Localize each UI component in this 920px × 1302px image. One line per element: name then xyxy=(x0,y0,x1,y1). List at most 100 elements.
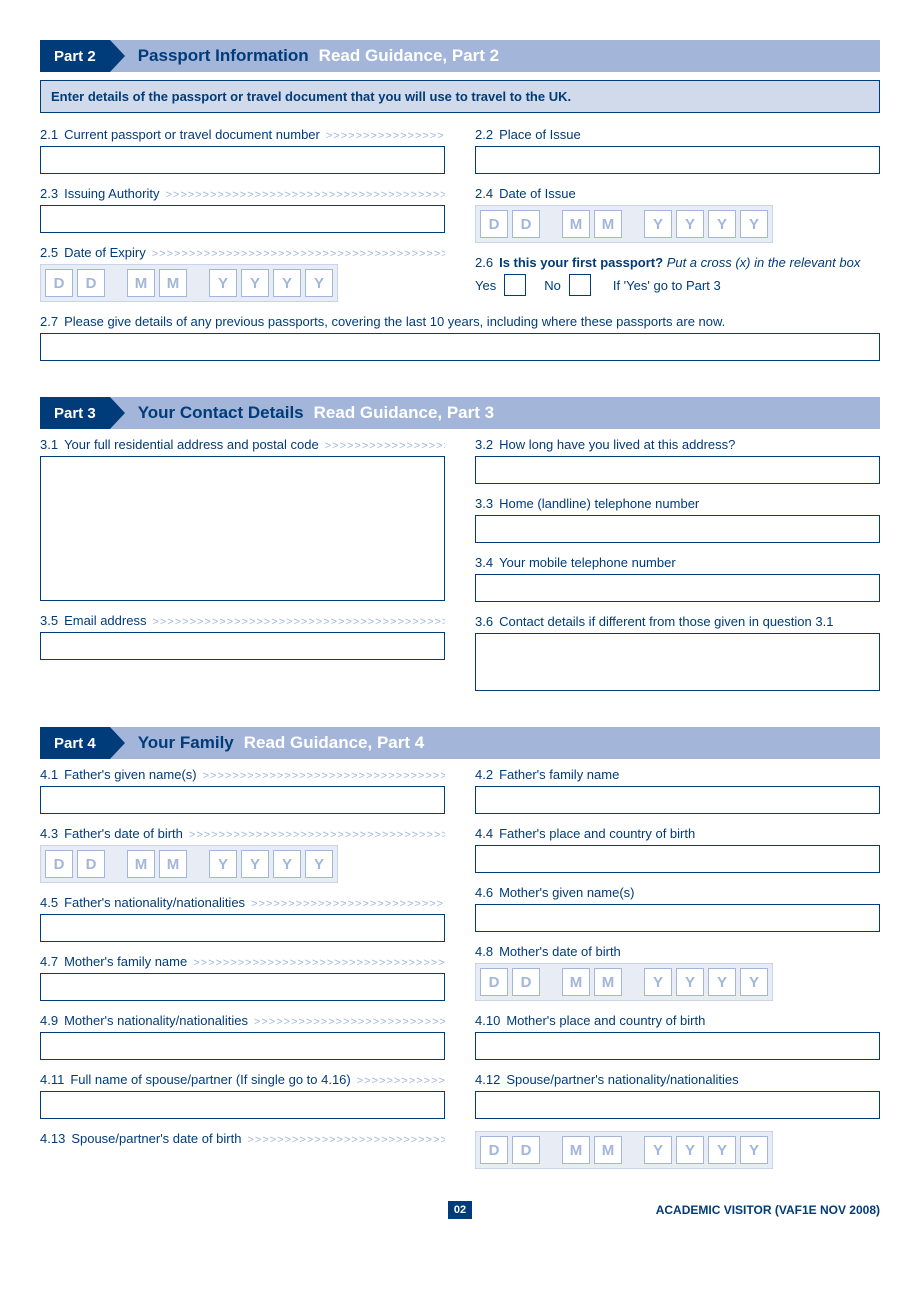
part3-title: Your Contact Details xyxy=(138,403,304,423)
q47-input[interactable] xyxy=(40,973,445,1001)
q49-num: 4.9 xyxy=(40,1013,58,1028)
q26-options: Yes No If 'Yes' go to Part 3 xyxy=(475,274,880,296)
date-d[interactable]: D xyxy=(512,968,540,996)
date-m[interactable]: M xyxy=(562,968,590,996)
date-d[interactable]: D xyxy=(480,968,508,996)
date-d[interactable]: D xyxy=(512,1136,540,1164)
fill-icon: >>>>>>>>>>>>>>>>>>>>>>>>>>>>>>>>>>>>>>>>… xyxy=(254,1016,445,1028)
q26-no-checkbox[interactable] xyxy=(569,274,591,296)
date-y[interactable]: Y xyxy=(209,850,237,878)
fill-icon: >>>>>>>>>>>>>>>>>>>>>>>>>>>>>>>>>>>>>>>>… xyxy=(165,189,445,201)
date-y[interactable]: Y xyxy=(644,968,672,996)
q21-input[interactable] xyxy=(40,146,445,174)
date-m[interactable]: M xyxy=(562,210,590,238)
date-m[interactable]: M xyxy=(159,269,187,297)
date-d[interactable]: D xyxy=(77,850,105,878)
part3-header: Part 3 Your Contact Details Read Guidanc… xyxy=(40,397,880,429)
date-d[interactable]: D xyxy=(480,210,508,238)
q26-yes-checkbox[interactable] xyxy=(504,274,526,296)
date-d[interactable]: D xyxy=(45,269,73,297)
q410-label: 4.10 Mother's place and country of birth xyxy=(475,1013,880,1028)
date-y[interactable]: Y xyxy=(241,269,269,297)
date-y[interactable]: Y xyxy=(209,269,237,297)
q410-input[interactable] xyxy=(475,1032,880,1060)
q411-input[interactable] xyxy=(40,1091,445,1119)
q27-input[interactable] xyxy=(40,333,880,361)
q44-input[interactable] xyxy=(475,845,880,873)
q34-input[interactable] xyxy=(475,574,880,602)
date-m[interactable]: M xyxy=(594,968,622,996)
q49-text: Mother's nationality/nationalities xyxy=(64,1013,248,1028)
date-m[interactable]: M xyxy=(594,210,622,238)
q32-label: 3.2 How long have you lived at this addr… xyxy=(475,437,880,452)
date-y[interactable]: Y xyxy=(740,1136,768,1164)
date-y[interactable]: Y xyxy=(676,1136,704,1164)
q412-input[interactable] xyxy=(475,1091,880,1119)
date-y[interactable]: Y xyxy=(740,210,768,238)
q23-input[interactable] xyxy=(40,205,445,233)
q34-label: 3.4 Your mobile telephone number xyxy=(475,555,880,570)
date-m[interactable]: M xyxy=(562,1136,590,1164)
date-m[interactable]: M xyxy=(594,1136,622,1164)
q48-label: 4.8 Mother's date of birth xyxy=(475,944,880,959)
q45-label: 4.5 Father's nationality/nationalities >… xyxy=(40,895,445,910)
q23-text: Issuing Authority xyxy=(64,186,159,201)
q22-num: 2.2 xyxy=(475,127,493,142)
date-y[interactable]: Y xyxy=(241,850,269,878)
date-d[interactable]: D xyxy=(45,850,73,878)
date-d[interactable]: D xyxy=(77,269,105,297)
q43-date-input[interactable]: D D M M Y Y Y Y xyxy=(40,845,338,883)
q25-date-input[interactable]: D D M M Y Y Y Y xyxy=(40,264,338,302)
date-m[interactable]: M xyxy=(127,850,155,878)
date-y[interactable]: Y xyxy=(305,269,333,297)
q32-input[interactable] xyxy=(475,456,880,484)
q42-text: Father's family name xyxy=(499,767,619,782)
footer-doc-id: ACADEMIC VISITOR (VAF1E NOV 2008) xyxy=(656,1203,880,1217)
q32-text: How long have you lived at this address? xyxy=(499,437,735,452)
date-d[interactable]: D xyxy=(480,1136,508,1164)
q49-input[interactable] xyxy=(40,1032,445,1060)
part4-tag: Part 4 xyxy=(40,727,110,759)
q35-input[interactable] xyxy=(40,632,445,660)
q46-input[interactable] xyxy=(475,904,880,932)
date-y[interactable]: Y xyxy=(740,968,768,996)
part4-guidance: Read Guidance, Part 4 xyxy=(244,733,424,753)
q34-num: 3.4 xyxy=(475,555,493,570)
q24-date-input[interactable]: D D M M Y Y Y Y xyxy=(475,205,773,243)
q48-date-input[interactable]: D D M M Y Y Y Y xyxy=(475,963,773,1001)
date-y[interactable]: Y xyxy=(708,968,736,996)
q33-label: 3.3 Home (landline) telephone number xyxy=(475,496,880,511)
q26-num: 2.6 xyxy=(475,255,493,270)
date-y[interactable]: Y xyxy=(676,210,704,238)
q33-num: 3.3 xyxy=(475,496,493,511)
date-y[interactable]: Y xyxy=(708,210,736,238)
date-y[interactable]: Y xyxy=(305,850,333,878)
q45-input[interactable] xyxy=(40,914,445,942)
fill-icon: >>>>>>>>>>>>>>>>>>>>>>>>>>>>>>>>>>>>>>>>… xyxy=(251,898,445,910)
q26-no-label: No xyxy=(544,278,561,293)
q25-text: Date of Expiry xyxy=(64,245,146,260)
q22-input[interactable] xyxy=(475,146,880,174)
q46-label: 4.6 Mother's given name(s) xyxy=(475,885,880,900)
q413-date-input[interactable]: D D M M Y Y Y Y xyxy=(475,1131,773,1169)
date-y[interactable]: Y xyxy=(644,1136,672,1164)
q21-text: Current passport or travel document numb… xyxy=(64,127,320,142)
q42-input[interactable] xyxy=(475,786,880,814)
date-y[interactable]: Y xyxy=(644,210,672,238)
date-y[interactable]: Y xyxy=(708,1136,736,1164)
q41-input[interactable] xyxy=(40,786,445,814)
part4-title: Your Family xyxy=(138,733,234,753)
date-m[interactable]: M xyxy=(127,269,155,297)
q41-num: 4.1 xyxy=(40,767,58,782)
date-d[interactable]: D xyxy=(512,210,540,238)
q27-text: Please give details of any previous pass… xyxy=(64,314,725,329)
q33-input[interactable] xyxy=(475,515,880,543)
date-y[interactable]: Y xyxy=(273,850,301,878)
date-m[interactable]: M xyxy=(159,850,187,878)
fill-icon: >>>>>>>>>>>>>>>>>>>>>>>>>>>>>>>>>>>>>>>>… xyxy=(247,1134,445,1146)
fill-icon: >>>>>>>>>>>>>>>>>>>>>>>>>>>>>>>>>>>>>>>>… xyxy=(152,248,445,260)
q36-input[interactable] xyxy=(475,633,880,691)
date-y[interactable]: Y xyxy=(273,269,301,297)
date-y[interactable]: Y xyxy=(676,968,704,996)
q31-input[interactable] xyxy=(40,456,445,601)
